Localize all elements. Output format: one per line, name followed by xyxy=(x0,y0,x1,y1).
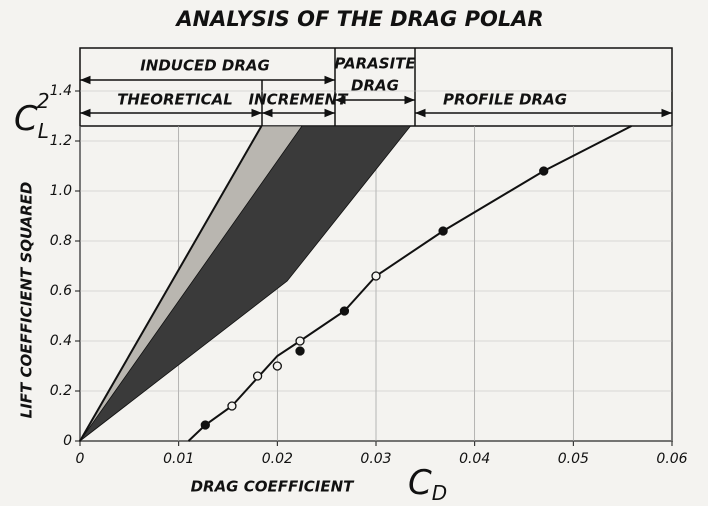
y-tick-label: 0.6 xyxy=(50,283,72,299)
y-tick-label: 0 xyxy=(63,433,72,449)
data-point xyxy=(272,361,282,371)
x-axis-label: DRAG COEFFICIENT xyxy=(191,478,356,496)
chart-title: ANALYSIS OF THE DRAG POLAR xyxy=(174,7,543,31)
header-label: PARASITE xyxy=(334,55,416,73)
y-tick-label: 0.4 xyxy=(50,333,72,349)
header-label: PROFILE DRAG xyxy=(443,91,567,109)
y-tick-label: 1.0 xyxy=(50,183,72,199)
x-tick-label: 0.06 xyxy=(656,451,687,467)
x-tick-label: 0.01 xyxy=(163,451,194,467)
y-symbol: CL 2 xyxy=(14,89,50,143)
x-tick-label: 0.04 xyxy=(459,451,490,467)
data-point xyxy=(539,166,549,176)
x-tick-label: 0.05 xyxy=(558,451,589,467)
data-point xyxy=(200,420,210,430)
curve xyxy=(79,125,263,442)
x-symbol-sub: D xyxy=(432,481,447,505)
data-point xyxy=(252,371,263,381)
y-symbol-sub: L xyxy=(38,119,49,143)
y-tick-label: 1.2 xyxy=(50,133,72,149)
header-label: THEORETICAL xyxy=(117,91,233,109)
data-point xyxy=(295,336,305,346)
data-point xyxy=(438,226,448,236)
y-symbol-sup: 2 xyxy=(37,89,50,113)
y-axis-label: LIFT COEFFICIENT SQUARED xyxy=(18,182,36,419)
x-symbol: CD xyxy=(408,463,447,505)
y-symbol-base: C xyxy=(14,99,38,139)
x-tick-label: 0.02 xyxy=(262,451,293,467)
header-label: INCREMENT xyxy=(249,91,350,109)
x-tick-label: 0.03 xyxy=(360,451,391,467)
y-tick-label: 1.4 xyxy=(50,83,72,99)
data-point xyxy=(339,306,350,316)
x-tick-label: 0 xyxy=(76,451,85,467)
data-point xyxy=(227,401,237,411)
y-tick-label: 0.8 xyxy=(50,233,72,249)
drag-region xyxy=(79,125,412,442)
data-point xyxy=(295,346,305,356)
header-label: DRAG xyxy=(351,77,399,95)
x-symbol-base: C xyxy=(408,463,432,503)
data-point xyxy=(371,271,381,281)
header-label: INDUCED DRAG xyxy=(140,57,270,75)
y-tick-label: 0.2 xyxy=(50,383,72,399)
curve xyxy=(187,125,632,442)
